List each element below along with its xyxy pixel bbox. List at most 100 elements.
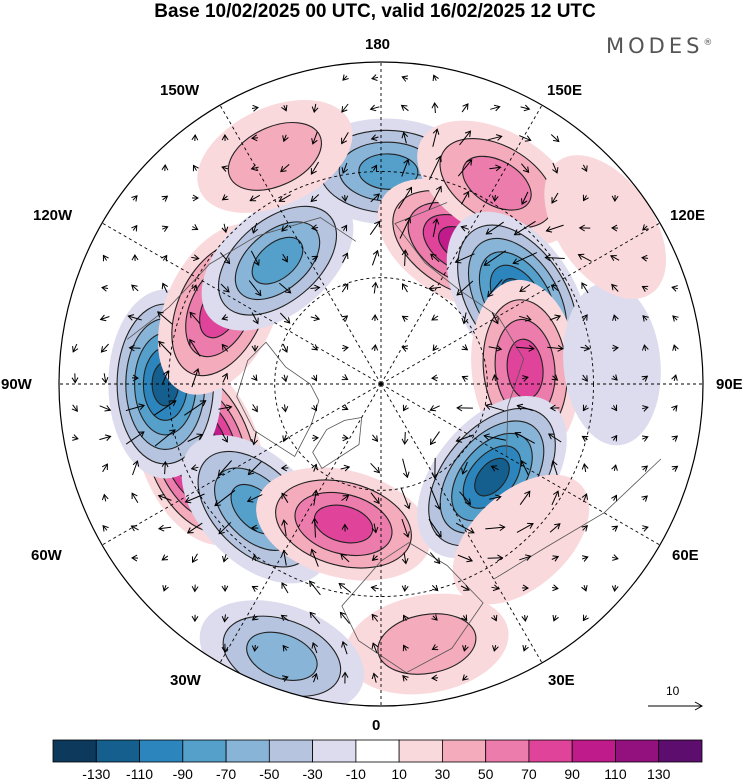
wind-arrow [431,102,439,114]
wind-arrow [641,525,649,532]
wind-arrow [341,103,349,113]
wind-arrow [401,584,409,592]
wind-arrow [461,461,468,475]
wind-arrow [251,312,259,325]
wind-arrow [462,674,469,681]
wind-arrow [281,404,289,413]
wind-arrow [127,314,142,321]
anomaly-contour [452,474,590,605]
anomaly-contour [377,613,477,675]
wind-arrow [612,314,619,322]
wind-arrow [157,311,173,325]
wind-arrow [460,190,470,205]
wind-arrow [187,433,204,442]
wind-arrow [371,249,380,266]
wind-arrow [461,103,469,113]
wind-arrow [547,433,562,443]
wind-arrow [512,252,538,265]
wind-arrow [399,216,411,239]
wind-arrow [161,254,168,262]
wind-arrow [281,675,289,682]
wind-arrow [281,582,289,594]
wind-arrow [308,580,321,596]
anomaly-cell [256,467,431,581]
wind-arrow [489,494,502,502]
wind-arrow [221,343,229,352]
wind-arrow [161,195,169,202]
wind-arrow [251,585,259,592]
wind-arrow [311,103,319,114]
wind-arrow [191,224,199,231]
wind-arrow [578,224,591,232]
wind-arrow [611,194,619,202]
wind-arrow [581,493,588,503]
wind-arrow [430,253,440,263]
wind-arrow [488,134,503,141]
wind-arrow [484,403,505,412]
colorbar-tick-label: -130 [82,766,111,782]
wind-arrow [521,614,529,622]
wind-arrow [455,434,474,443]
wind-arrow [641,465,649,472]
wind-arrow [431,644,439,651]
wind-arrow [279,312,291,324]
wind-arrow [581,555,589,562]
wind-arrow [581,164,588,173]
wind-arrow [281,374,288,383]
wind-arrow [125,431,145,445]
wind-arrow [311,374,318,382]
wind-arrow [642,224,649,231]
wind-arrow [514,432,536,444]
wind-arrow [339,611,350,624]
wind-arrow [341,671,349,684]
wind-arrow [161,460,169,475]
wind-arrow [491,614,498,622]
wind-arrow [281,224,289,232]
wind-arrow [192,553,198,564]
wind-arrow [221,614,229,623]
wind-arrow [341,523,349,532]
wind-arrow [431,374,439,382]
wind-arrow [282,134,289,143]
vector-scale-arrow [648,701,704,711]
wind-arrow [672,315,679,322]
wind-arrow [186,522,203,534]
wind-arrow [641,375,649,382]
wind-arrow [311,344,319,351]
wind-arrow [281,253,288,263]
wind-arrow [487,554,504,562]
wind-arrow [459,130,472,146]
lon-label-120e: 120E [670,207,706,224]
wind-arrow [157,524,172,532]
anomaly-contour [246,631,318,681]
wind-arrow [184,400,207,416]
anomaly-cell [345,593,509,695]
wind-arrow [130,525,139,532]
wind-arrow [519,135,532,142]
wind-arrow [428,155,442,180]
brand-name: MODES [606,34,704,58]
wind-arrow [221,165,229,172]
wind-arrow [281,519,288,536]
wind-arrow [581,525,588,532]
wind-arrow [341,132,349,145]
wind-arrow [251,554,259,562]
wind-arrow [490,104,501,112]
wind-arrow [158,340,172,355]
wind-arrow [311,224,319,232]
anomaly-contour [474,457,510,497]
wind-arrow [611,283,619,292]
anomaly-contour [544,155,667,299]
wind-arrow [522,645,529,652]
wind-arrow [550,284,559,292]
wind-arrow [101,284,109,292]
wind-arrow [521,375,529,382]
wind-arrow [131,554,139,562]
wind-arrow [672,344,679,352]
wind-arrow [402,674,409,682]
wind-arrow [311,131,318,145]
wind-arrow [641,344,649,352]
wind-arrow [370,492,380,505]
wind-arrow [460,225,469,232]
anomaly-cell [452,474,590,605]
